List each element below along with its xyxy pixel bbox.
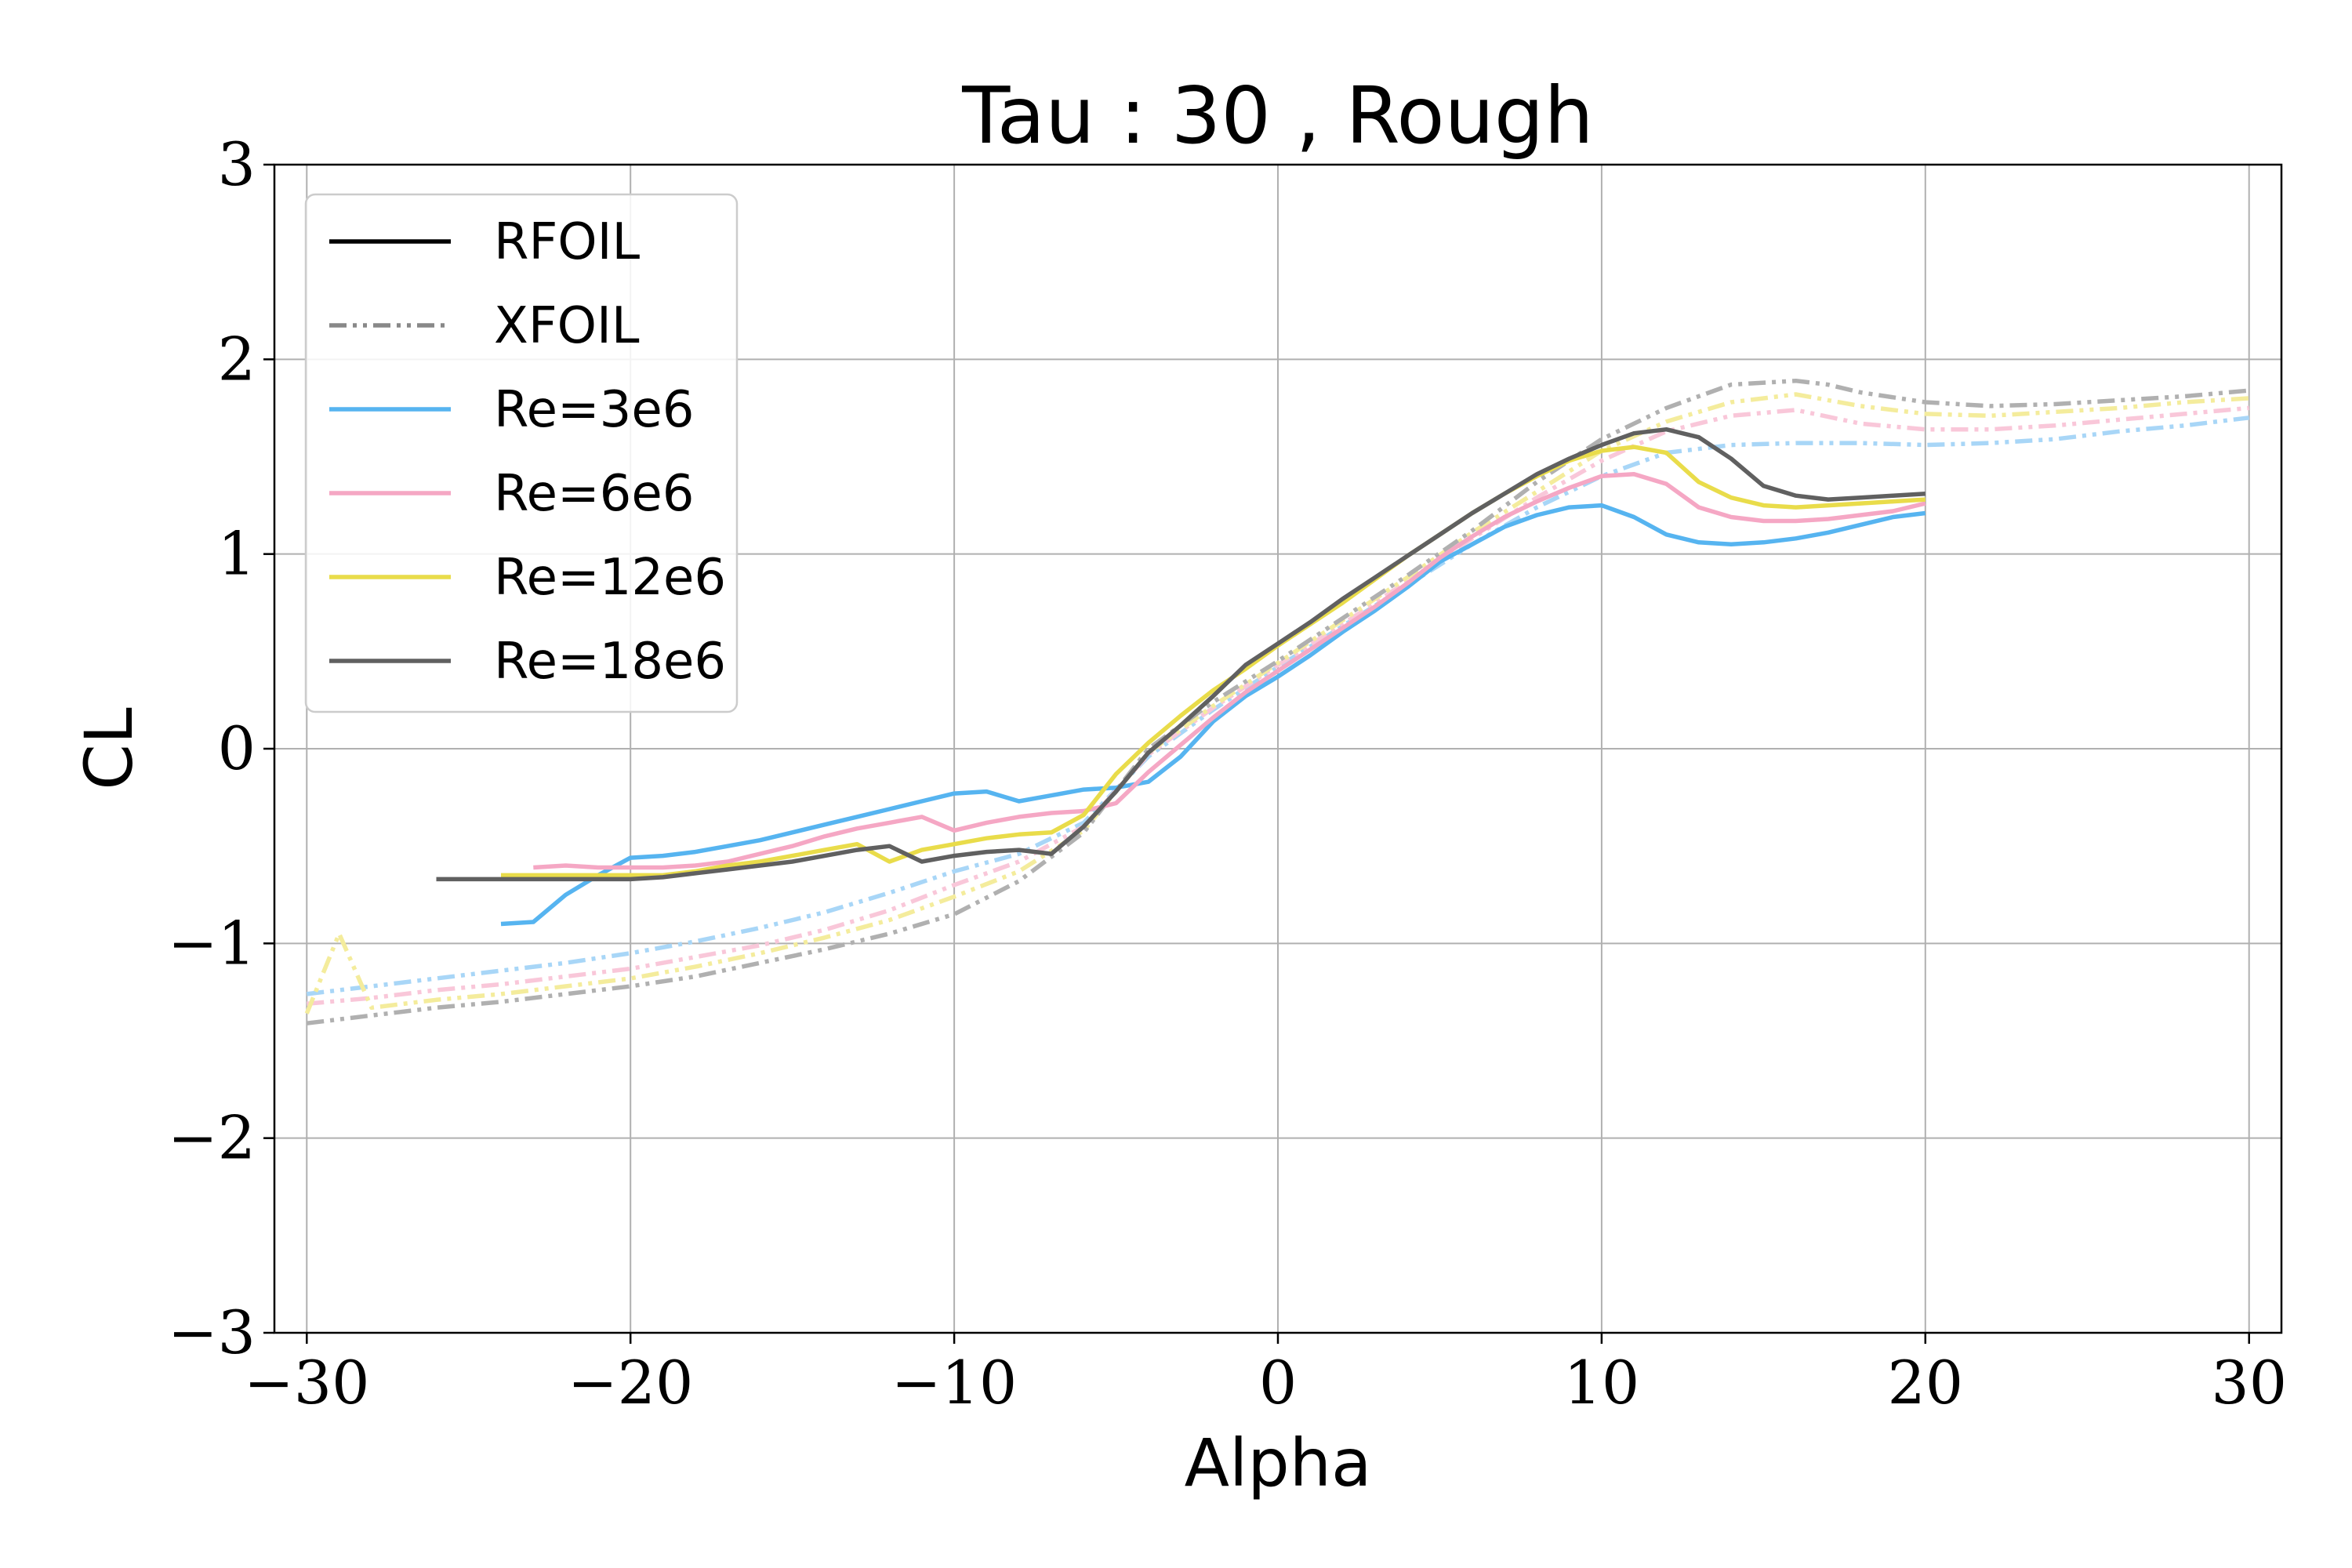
y-tick-label: −3: [168, 1298, 256, 1367]
legend-label: Re=3e6: [494, 381, 694, 439]
y-axis-label: CL: [71, 707, 147, 790]
series-line-xfoil-re-18e6: [306, 378, 2249, 1025]
legend-label: XFOIL: [494, 297, 640, 355]
plot-area: [304, 378, 2250, 1025]
x-tick-label: −20: [568, 1348, 693, 1417]
series-line-rfoil-re-6e6: [533, 472, 1926, 870]
series-line-rfoil-re-12e6: [501, 445, 1926, 878]
y-tick-label: −2: [168, 1103, 256, 1173]
series-line-rfoil-re-3e6: [500, 503, 1926, 927]
legend-label: Re=6e6: [494, 465, 694, 523]
x-tick-label: 20: [1887, 1348, 1963, 1417]
x-tick-label: 0: [1259, 1348, 1297, 1417]
legend: RFOIL XFOIL Re=3e6 Re=6e6 Re=12e6 Re=18e6: [304, 193, 739, 713]
legend-box: [304, 193, 739, 713]
x-tick-label: −10: [891, 1348, 1017, 1417]
y-tick-label: 3: [218, 129, 256, 199]
x-tick-label: 30: [2211, 1348, 2287, 1417]
legend-label: Re=12e6: [494, 549, 726, 607]
y-tick-label: 1: [218, 519, 256, 589]
series-line-xfoil-re-12e6: [304, 392, 2249, 1014]
chart-title: Tau : 30 , Rough: [961, 70, 1593, 162]
y-tick-label: 0: [218, 713, 256, 783]
y-tick-label: 2: [218, 324, 256, 394]
x-tick-label: 10: [1564, 1348, 1640, 1417]
x-tick-label: −30: [244, 1348, 369, 1417]
x-axis-label: Alpha: [1185, 1425, 1372, 1501]
series-layer: [304, 378, 2250, 1025]
legend-label: Re=18e6: [494, 633, 726, 691]
series-line-rfoil-re-18e6: [436, 426, 1926, 882]
legend-label: RFOIL: [494, 213, 641, 271]
y-tick-label: −1: [168, 908, 256, 978]
